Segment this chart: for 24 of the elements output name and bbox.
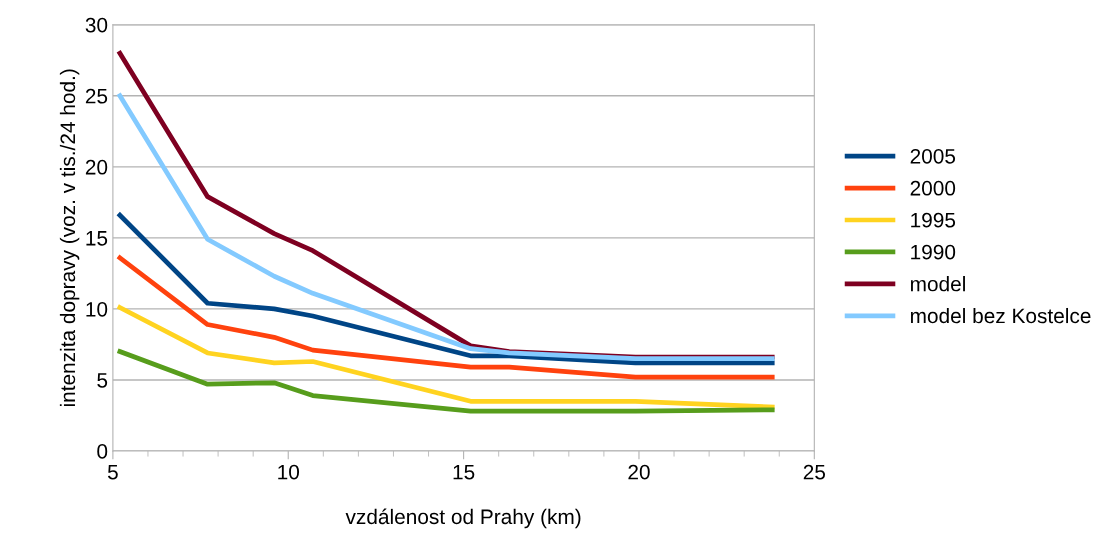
line-series <box>117 212 775 366</box>
x-tick-label: 20 <box>628 464 650 480</box>
y-tick-label: 0 <box>97 444 108 459</box>
legend-label: model <box>910 276 965 292</box>
x-axis-title: vzdálenost od Prahy (km) <box>345 508 581 529</box>
legend-label: 1990 <box>911 244 956 260</box>
y-tick-label: 10 <box>86 301 108 317</box>
legend-label: 2000 <box>910 180 956 196</box>
line-series <box>117 305 775 410</box>
line-series <box>117 255 775 380</box>
x-tick-label: 10 <box>278 464 300 480</box>
line-series <box>117 349 775 414</box>
y-tick-label: 5 <box>97 373 108 388</box>
legend-label: model bez Kostelce <box>910 307 1091 324</box>
x-tick-label: 25 <box>803 464 826 480</box>
y-tick-label: 20 <box>85 159 108 175</box>
legend-label: 2005 <box>910 148 956 164</box>
x-tick-label: 5 <box>107 464 118 480</box>
y-axis-title: intenzita dopravy (voz. v tis./24 hod.) <box>59 69 80 407</box>
legend-label: 1995 <box>911 212 956 228</box>
y-tick-label: 30 <box>85 17 108 33</box>
y-tick-label: 25 <box>85 88 108 104</box>
x-tick-label: 15 <box>453 464 475 480</box>
y-tick-label: 15 <box>86 231 108 246</box>
